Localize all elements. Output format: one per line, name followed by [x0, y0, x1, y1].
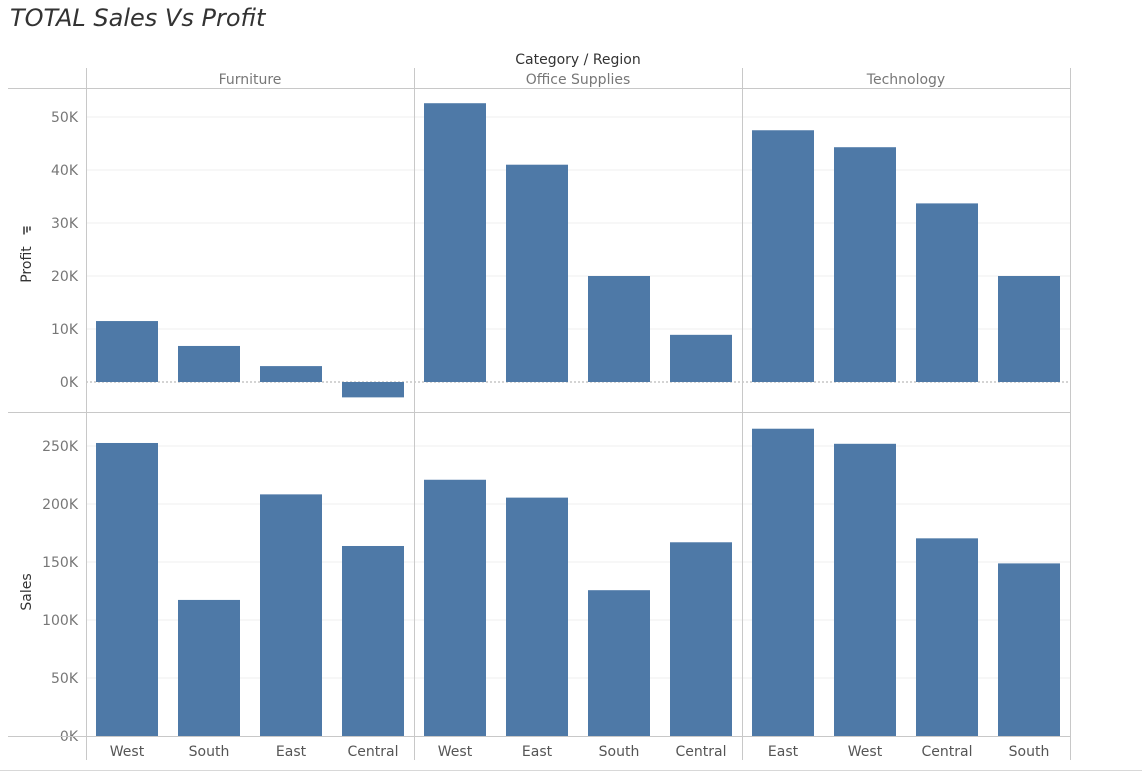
profit-axis-label: Profit [19, 246, 35, 283]
profit-tick-label: 50K [51, 110, 79, 126]
category-header-furniture: Furniture [219, 72, 282, 88]
region-label: Central [676, 744, 727, 760]
bar-profit-furniture-east[interactable] [260, 366, 322, 382]
bar-profit-technology-central[interactable] [916, 203, 978, 382]
region-label: East [768, 744, 799, 760]
region-label: West [848, 744, 883, 760]
bar-sales-office-supplies-east[interactable] [506, 497, 568, 736]
bar-sales-office-supplies-south[interactable] [588, 590, 650, 736]
chart-title: TOTAL Sales Vs Profit [10, 4, 266, 32]
bar-profit-furniture-west[interactable] [96, 321, 158, 382]
profit-tick-label: 30K [51, 216, 79, 232]
region-label: East [276, 744, 307, 760]
region-label: West [110, 744, 145, 760]
bar-profit-furniture-central[interactable] [342, 382, 404, 398]
bar-profit-office-supplies-south[interactable] [588, 276, 650, 382]
sales-tick-label: 200K [42, 497, 79, 513]
bar-sales-technology-south[interactable] [998, 563, 1060, 736]
sales-tick-label: 100K [42, 613, 79, 629]
region-label: Central [348, 744, 399, 760]
sales-tick-label: 150K [42, 555, 79, 571]
region-label: South [1009, 744, 1050, 760]
bar-sales-technology-west[interactable] [834, 443, 896, 736]
bar-profit-office-supplies-east[interactable] [506, 164, 568, 382]
bar-profit-technology-west[interactable] [834, 147, 896, 382]
bar-profit-furniture-south[interactable] [178, 345, 240, 382]
bar-sales-furniture-central[interactable] [342, 545, 404, 736]
bar-profit-technology-south[interactable] [998, 276, 1060, 382]
bar-sales-technology-east[interactable] [752, 428, 814, 736]
region-label: Central [922, 744, 973, 760]
bar-profit-office-supplies-west[interactable] [424, 103, 486, 382]
profit-tick-label: 0K [60, 375, 79, 391]
bar-sales-furniture-south[interactable] [178, 599, 240, 736]
bar-profit-office-supplies-central[interactable] [670, 334, 732, 382]
profit-tick-label: 20K [51, 269, 79, 285]
category-header-office-supplies: Office Supplies [526, 72, 631, 88]
sort-descending-icon[interactable] [23, 226, 31, 235]
bar-sales-furniture-west[interactable] [96, 442, 158, 736]
region-label: South [599, 744, 640, 760]
bar-sales-office-supplies-west[interactable] [424, 479, 486, 736]
sales-tick-label: 50K [51, 671, 79, 687]
region-label: West [438, 744, 473, 760]
bar-sales-technology-central[interactable] [916, 538, 978, 736]
profit-tick-label: 40K [51, 163, 79, 179]
bar-profit-technology-east[interactable] [752, 130, 814, 382]
bar-sales-furniture-east[interactable] [260, 494, 322, 736]
region-label: East [522, 744, 553, 760]
column-header-title: Category / Region [515, 52, 641, 68]
bar-sales-office-supplies-central[interactable] [670, 542, 732, 736]
category-header-technology: Technology [866, 72, 945, 88]
sales-axis-label: Sales [19, 573, 35, 610]
region-label: South [189, 744, 230, 760]
sales-tick-label: 250K [42, 439, 79, 455]
profit-tick-label: 10K [51, 322, 79, 338]
